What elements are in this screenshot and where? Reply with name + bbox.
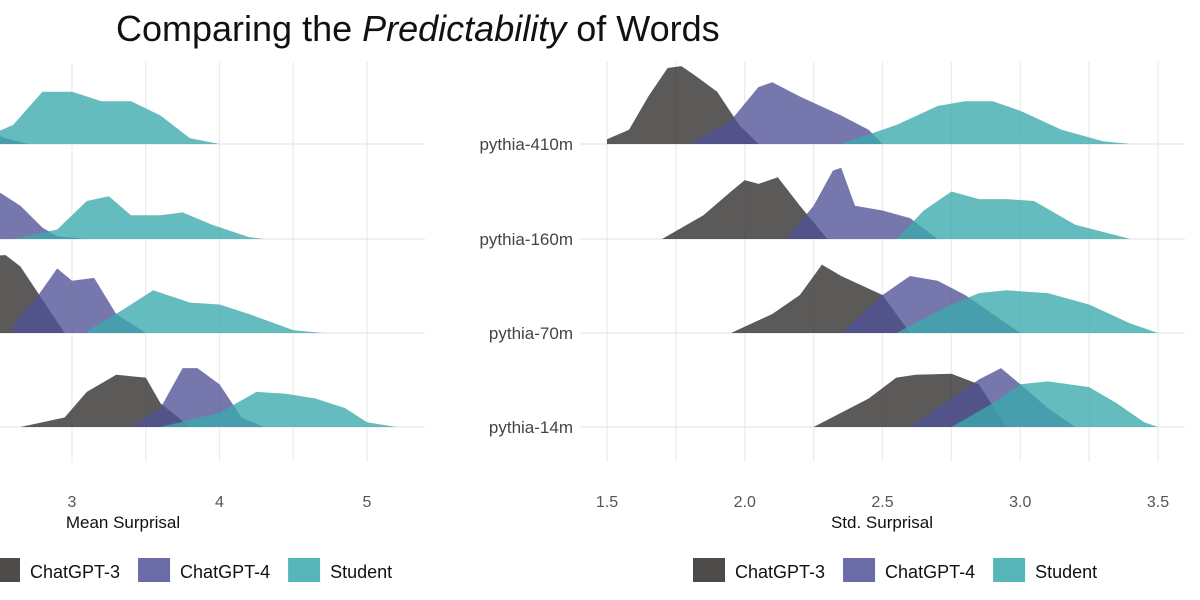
density-pythia-14m-student: [951, 381, 1158, 427]
x-tick-label-5: 5: [363, 494, 372, 511]
legend-label-chatgpt-4: ChatGPT-4: [885, 562, 975, 582]
density-pythia-160m-chatgpt-4: [786, 167, 938, 239]
x-tick-label-4: 4: [215, 494, 224, 511]
density-pythia-410m-student: [841, 101, 1131, 144]
legend-label-chatgpt-3: ChatGPT-3: [735, 562, 825, 582]
title-text-before: Comparing the: [116, 8, 363, 49]
x-axis-label: Std. Surprisal: [831, 513, 933, 532]
chart-title: Comparing the Predictability of Words: [116, 8, 720, 50]
legend-swatch-chatgpt-3: [693, 558, 725, 582]
density-pythia-160m-chatgpt-3: [662, 177, 828, 239]
legend-swatch-chatgpt-4: [843, 558, 876, 582]
category-label-pythia-14m: pythia-14m: [489, 418, 573, 437]
x-axis-label: Mean Surprisal: [66, 513, 180, 532]
density-pythia-410m-chatgpt-4: [689, 82, 883, 144]
density-pythia-70m-student: [86, 290, 323, 333]
x-tick-label-3: 3: [68, 494, 77, 511]
legend-label-student: Student: [330, 562, 392, 582]
category-label-pythia-160m: pythia-160m: [479, 230, 573, 249]
legend-label-chatgpt-3: ChatGPT-3: [30, 562, 120, 582]
density-pythia-410m-chatgpt-3: [607, 66, 759, 144]
x-tick-label-1-5: 1.5: [596, 494, 618, 511]
legend-swatch-student: [993, 558, 1026, 582]
density-pythia-160m-student: [896, 191, 1131, 239]
density-pythia-70m-student: [896, 290, 1158, 333]
x-tick-label-2-5: 2.5: [871, 494, 893, 511]
density-pythia-14m-chatgpt-3: [20, 374, 191, 427]
x-tick-label-3-0: 3.0: [1009, 494, 1031, 511]
density-pythia-160m-student: [13, 196, 264, 239]
legend-swatch-student: [288, 558, 321, 582]
category-label-pythia-70m: pythia-70m: [489, 324, 573, 343]
density-pythia-410m-student: [0, 91, 220, 144]
title-text-after: of Words: [566, 8, 720, 49]
density-pythia-160m-chatgpt-4: [0, 192, 87, 239]
legend-label-student: Student: [1035, 562, 1097, 582]
x-tick-label-3-5: 3.5: [1147, 494, 1169, 511]
x-tick-label-2-0: 2.0: [734, 494, 756, 511]
legend-label-chatgpt-4: ChatGPT-4: [180, 562, 270, 582]
legend-swatch-chatgpt-3: [0, 558, 20, 582]
title-text-italic: Predictability: [362, 8, 567, 49]
density-pythia-14m-student: [160, 391, 397, 427]
category-label-pythia-410m: pythia-410m: [479, 135, 573, 154]
legend-swatch-chatgpt-4: [138, 558, 171, 582]
